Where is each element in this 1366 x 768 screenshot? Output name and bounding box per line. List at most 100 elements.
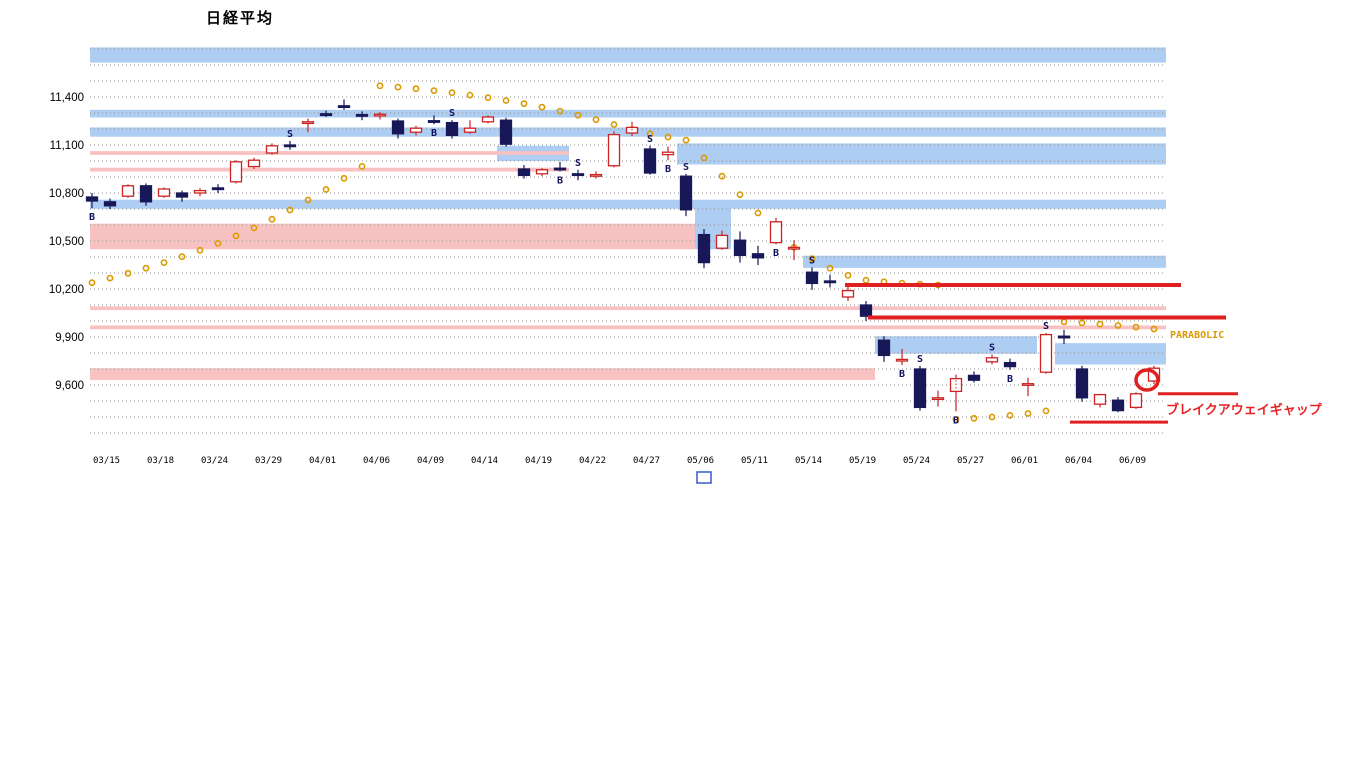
sar-dot: [682, 136, 690, 144]
candle-body: [787, 246, 801, 250]
candle-06/03: [1039, 333, 1053, 374]
zones-layer: [90, 47, 1166, 380]
candle-04/23: [589, 171, 603, 179]
candle-body: [643, 148, 657, 174]
signal-S: S: [917, 354, 923, 365]
candle-06/04: [1057, 329, 1071, 345]
sar-dot: [502, 97, 510, 104]
candle-body: [535, 169, 549, 175]
candle-body: [103, 201, 117, 207]
sar-dot: [340, 174, 348, 182]
x-tick-label: 05/11: [741, 456, 768, 466]
candle-body: [679, 175, 693, 211]
candle-05/27: [949, 374, 963, 412]
candle-body: [463, 127, 477, 133]
candle-body: [229, 161, 243, 183]
x-tick-label: 03/24: [201, 456, 228, 466]
sar-dot: [610, 121, 618, 128]
sar-dot: [358, 162, 366, 170]
candle-04/30: [661, 146, 675, 161]
candle-body: [823, 280, 837, 284]
candle-05/06: [679, 173, 693, 217]
candle-03/25: [211, 184, 225, 193]
x-tick-label: 04/09: [417, 456, 444, 466]
zone-band-blue: [803, 255, 1166, 268]
sar-dot: [718, 172, 726, 180]
candle-body: [571, 173, 585, 177]
candle-05/24: [895, 349, 909, 365]
candle-05/11: [733, 231, 747, 263]
candle-05/14: [787, 240, 801, 261]
candle-05/28: [967, 371, 981, 383]
sar-dot: [970, 414, 978, 422]
sar-dot: [1024, 410, 1032, 417]
sar-dot: [430, 87, 438, 94]
candle-body: [715, 234, 729, 249]
zone-band-pink: [90, 151, 569, 155]
y-tick-label: 9,900: [55, 332, 84, 344]
grid-layer: [90, 48, 1166, 434]
candle-03/16: [103, 198, 117, 209]
candle-05/21: [877, 336, 891, 362]
x-tick-label: 03/29: [255, 456, 282, 466]
signal-S: S: [1043, 321, 1049, 332]
candle-body: [913, 368, 927, 409]
candle-04/26: [607, 131, 621, 168]
candle-05/12: [751, 245, 765, 265]
candle-body: [1093, 393, 1107, 405]
candle-06/02: [1021, 377, 1035, 397]
breakaway-gap-circle: [1134, 368, 1160, 392]
candle-body: [427, 120, 441, 123]
zone-band-blue: [677, 143, 1166, 165]
y-tick-label: 10,800: [49, 188, 84, 200]
candle-body: [211, 187, 225, 191]
sar-dot: [376, 82, 384, 90]
candle-body: [805, 271, 819, 285]
sar-dot: [1114, 322, 1122, 329]
sar-dot: [826, 264, 834, 272]
candle-04/15: [481, 115, 495, 124]
axis-marker-box: [696, 471, 712, 484]
candle-body: [265, 145, 279, 154]
x-tick-label: 04/22: [579, 456, 606, 466]
candle-body: [85, 196, 99, 202]
axes-layer: 11,400 11,100 10,800 10,500 10,200 9,900 9,600…: [49, 92, 1146, 466]
sar-dot: [124, 269, 132, 277]
y-tick-label: 11,400: [50, 92, 84, 104]
candle-04/20: [535, 168, 549, 177]
candle-03/31: [283, 141, 297, 150]
y-tick-label: 11,100: [50, 140, 84, 152]
sar-dot: [448, 89, 456, 97]
candle-body: [751, 253, 765, 259]
candle-body: [445, 121, 459, 137]
zone-band-blue: [90, 109, 1166, 118]
sar-dot: [862, 276, 870, 284]
sar-dot: [1096, 320, 1104, 328]
zone-band-blue: [90, 47, 1166, 63]
signal-B: B: [1007, 374, 1013, 385]
sar-dot: [664, 133, 672, 141]
candle-03/17: [121, 184, 135, 198]
candles-layer: [85, 99, 1161, 413]
candle-body: [733, 239, 747, 257]
x-tick-label: 04/27: [633, 456, 660, 466]
candle-05/17: [805, 267, 819, 290]
signal-S: S: [989, 343, 995, 354]
candle-04/19: [517, 165, 531, 179]
candle-body: [1075, 368, 1089, 399]
sar-dot: [700, 154, 708, 162]
y-tick-label: 10,200: [49, 284, 84, 296]
zone-band-pink: [90, 306, 1166, 311]
candle-04/14: [463, 120, 477, 134]
sar-dot: [988, 413, 996, 421]
x-tick-label: 03/15: [93, 456, 120, 466]
candle-body: [1039, 333, 1053, 373]
candle-05/10: [715, 230, 729, 250]
signal-S: S: [287, 129, 293, 140]
sar-dot: [322, 186, 330, 193]
candle-05/07: [697, 229, 711, 269]
candle-05/31: [985, 354, 999, 365]
sar-dot: [1006, 411, 1014, 419]
x-tick-label: 04/14: [471, 456, 498, 466]
sar-dot: [286, 206, 294, 214]
